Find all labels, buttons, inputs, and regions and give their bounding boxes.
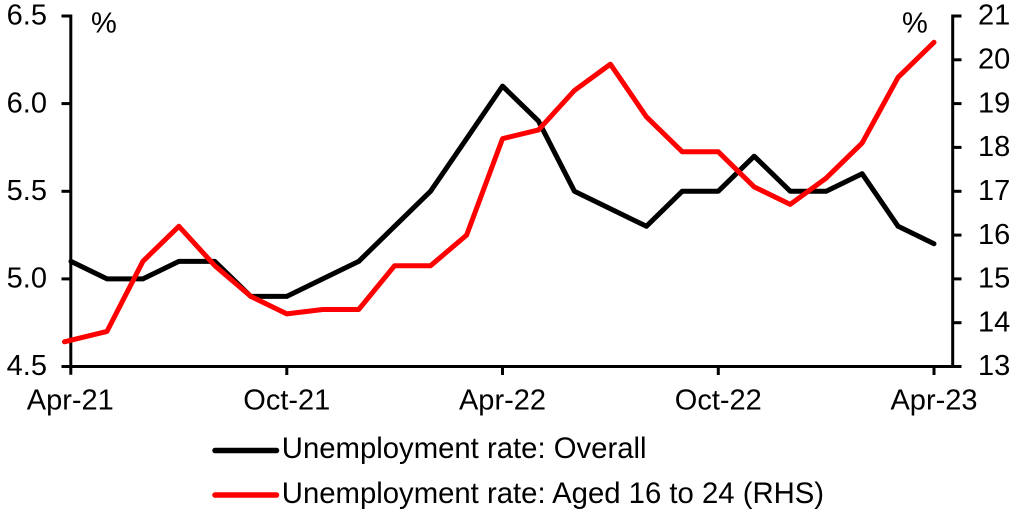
- svg-text:Oct-22: Oct-22: [675, 385, 762, 417]
- svg-text:21: 21: [978, 0, 1010, 32]
- svg-text:4.5: 4.5: [7, 350, 47, 382]
- svg-text:Apr-22: Apr-22: [459, 385, 546, 417]
- svg-text:20: 20: [978, 44, 1010, 76]
- svg-text:15: 15: [978, 263, 1010, 295]
- svg-text:%: %: [902, 8, 928, 40]
- svg-text:%: %: [91, 8, 117, 40]
- svg-text:Unemployment rate: Aged 16 to: Unemployment rate: Aged 16 to 24 (RHS): [282, 477, 824, 510]
- svg-text:5.5: 5.5: [7, 175, 47, 207]
- svg-text:Apr-23: Apr-23: [890, 385, 977, 417]
- svg-text:6.5: 6.5: [7, 0, 47, 32]
- svg-text:Apr-21: Apr-21: [27, 385, 114, 417]
- svg-text:14: 14: [978, 306, 1010, 338]
- svg-text:18: 18: [978, 131, 1010, 163]
- svg-text:5.0: 5.0: [7, 263, 47, 295]
- svg-text:19: 19: [978, 87, 1010, 119]
- svg-text:Oct-21: Oct-21: [243, 385, 330, 417]
- svg-text:16: 16: [978, 219, 1010, 251]
- svg-text:17: 17: [978, 175, 1010, 207]
- svg-text:Unemployment rate: Overall: Unemployment rate: Overall: [282, 432, 647, 465]
- svg-text:6.0: 6.0: [7, 87, 47, 119]
- svg-text:13: 13: [978, 350, 1010, 382]
